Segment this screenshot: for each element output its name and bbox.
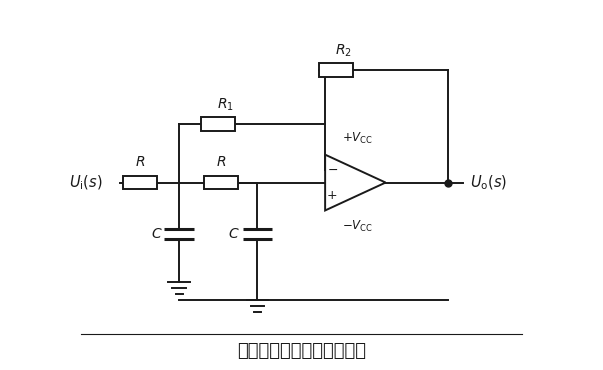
Text: $R$: $R$	[134, 155, 145, 169]
Text: $+V_{\rm CC}$: $+V_{\rm CC}$	[343, 131, 373, 146]
Text: $-V_{\rm CC}$: $-V_{\rm CC}$	[343, 219, 373, 234]
Text: $R_1$: $R_1$	[217, 97, 234, 113]
Text: $C$: $C$	[228, 227, 240, 241]
Polygon shape	[325, 155, 385, 211]
Text: $-$: $-$	[327, 163, 338, 176]
Text: $R_2$: $R_2$	[335, 43, 352, 59]
Text: $R$: $R$	[215, 155, 226, 169]
Text: $C$: $C$	[151, 227, 163, 241]
Bar	[204, 176, 238, 189]
Bar	[318, 63, 353, 77]
Bar	[123, 176, 157, 189]
Text: $+$: $+$	[326, 189, 338, 202]
Text: 压控电压源二阶低通滤波器: 压控电压源二阶低通滤波器	[237, 343, 366, 360]
Text: $U_{\rm o}(s)$: $U_{\rm o}(s)$	[470, 174, 508, 192]
Bar	[201, 117, 235, 131]
Text: $U_{\rm i}(s)$: $U_{\rm i}(s)$	[69, 174, 103, 192]
